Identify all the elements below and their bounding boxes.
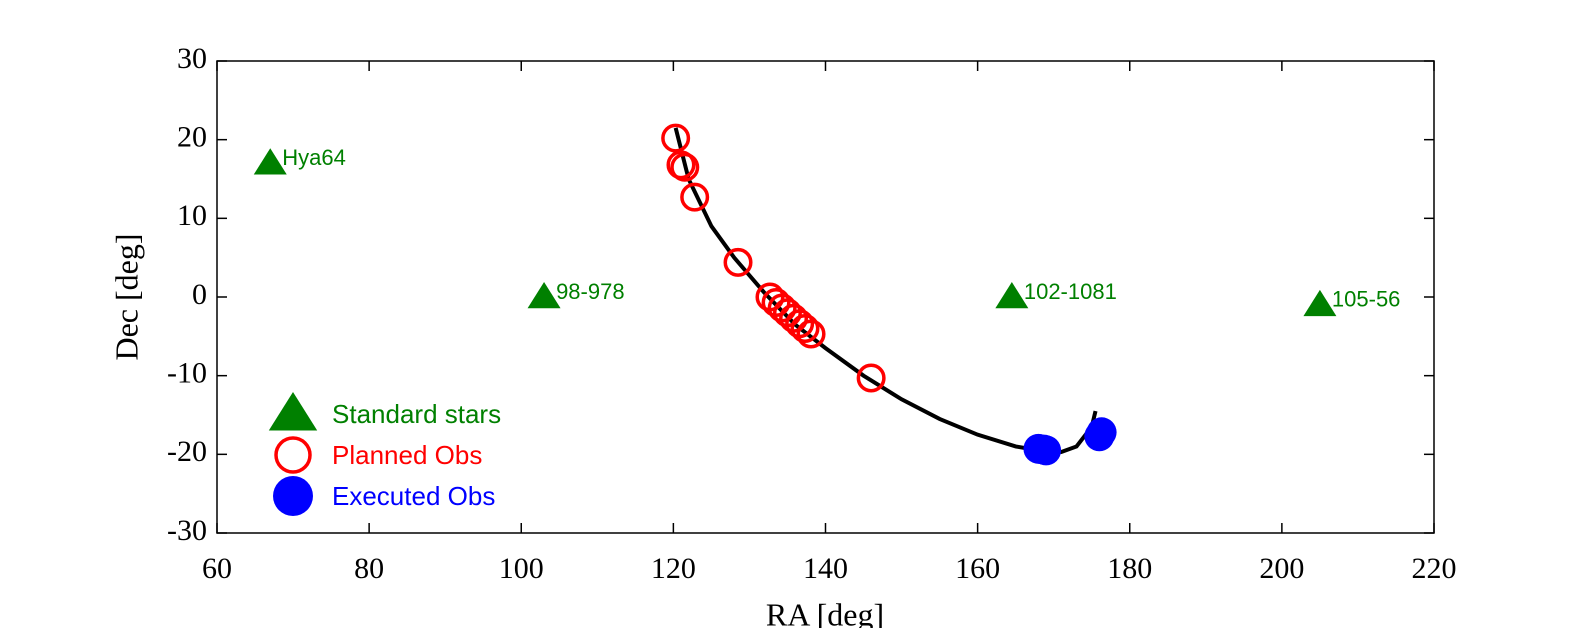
- x-axis-label: RA [deg]: [766, 596, 884, 628]
- data-point: [680, 182, 710, 212]
- x-tick-label: 200: [1259, 552, 1304, 585]
- legend-label: Standard stars: [332, 399, 501, 429]
- point-label: 98-978: [556, 279, 625, 304]
- y-tick-label: 30: [177, 42, 207, 75]
- data-point: [1031, 435, 1062, 466]
- y-tick-label: 0: [192, 278, 207, 311]
- data-point: [796, 319, 826, 349]
- legend-marker: [268, 392, 318, 431]
- data-point: [790, 313, 820, 343]
- data-point: [661, 123, 691, 153]
- data-point: [527, 282, 561, 309]
- point-label: 105-56: [1332, 287, 1401, 312]
- y-tick-label: -20: [167, 435, 207, 468]
- data-point: [1086, 417, 1117, 448]
- y-tick-label: -30: [167, 514, 207, 547]
- legend-label: Executed Obs: [332, 481, 495, 511]
- data-point: [723, 247, 753, 277]
- data-point: [995, 282, 1029, 309]
- point-label: 102-1081: [1024, 279, 1117, 304]
- data-point: [1303, 289, 1337, 317]
- data-point: [670, 152, 700, 182]
- x-tick-label: 140: [803, 552, 848, 585]
- legend-label: Planned Obs: [332, 440, 482, 470]
- legend-marker: [274, 436, 312, 474]
- point-label: Hya64: [282, 145, 346, 170]
- x-tick-label: 180: [1107, 552, 1152, 585]
- x-tick-label: 160: [955, 552, 1000, 585]
- x-tick-label: 120: [651, 552, 696, 585]
- legend-marker: [273, 476, 313, 516]
- x-tick-label: 80: [354, 552, 384, 585]
- data-point: [253, 148, 287, 175]
- y-tick-label: -10: [167, 357, 207, 390]
- y-axis-label: Dec [deg]: [108, 233, 144, 360]
- y-tick-label: 10: [177, 199, 207, 232]
- x-tick-label: 220: [1412, 552, 1457, 585]
- x-tick-label: 100: [499, 552, 544, 585]
- x-tick-label: 60: [202, 552, 232, 585]
- data-point: [856, 363, 886, 393]
- track-curve: [673, 127, 1098, 454]
- y-tick-label: 20: [177, 121, 207, 154]
